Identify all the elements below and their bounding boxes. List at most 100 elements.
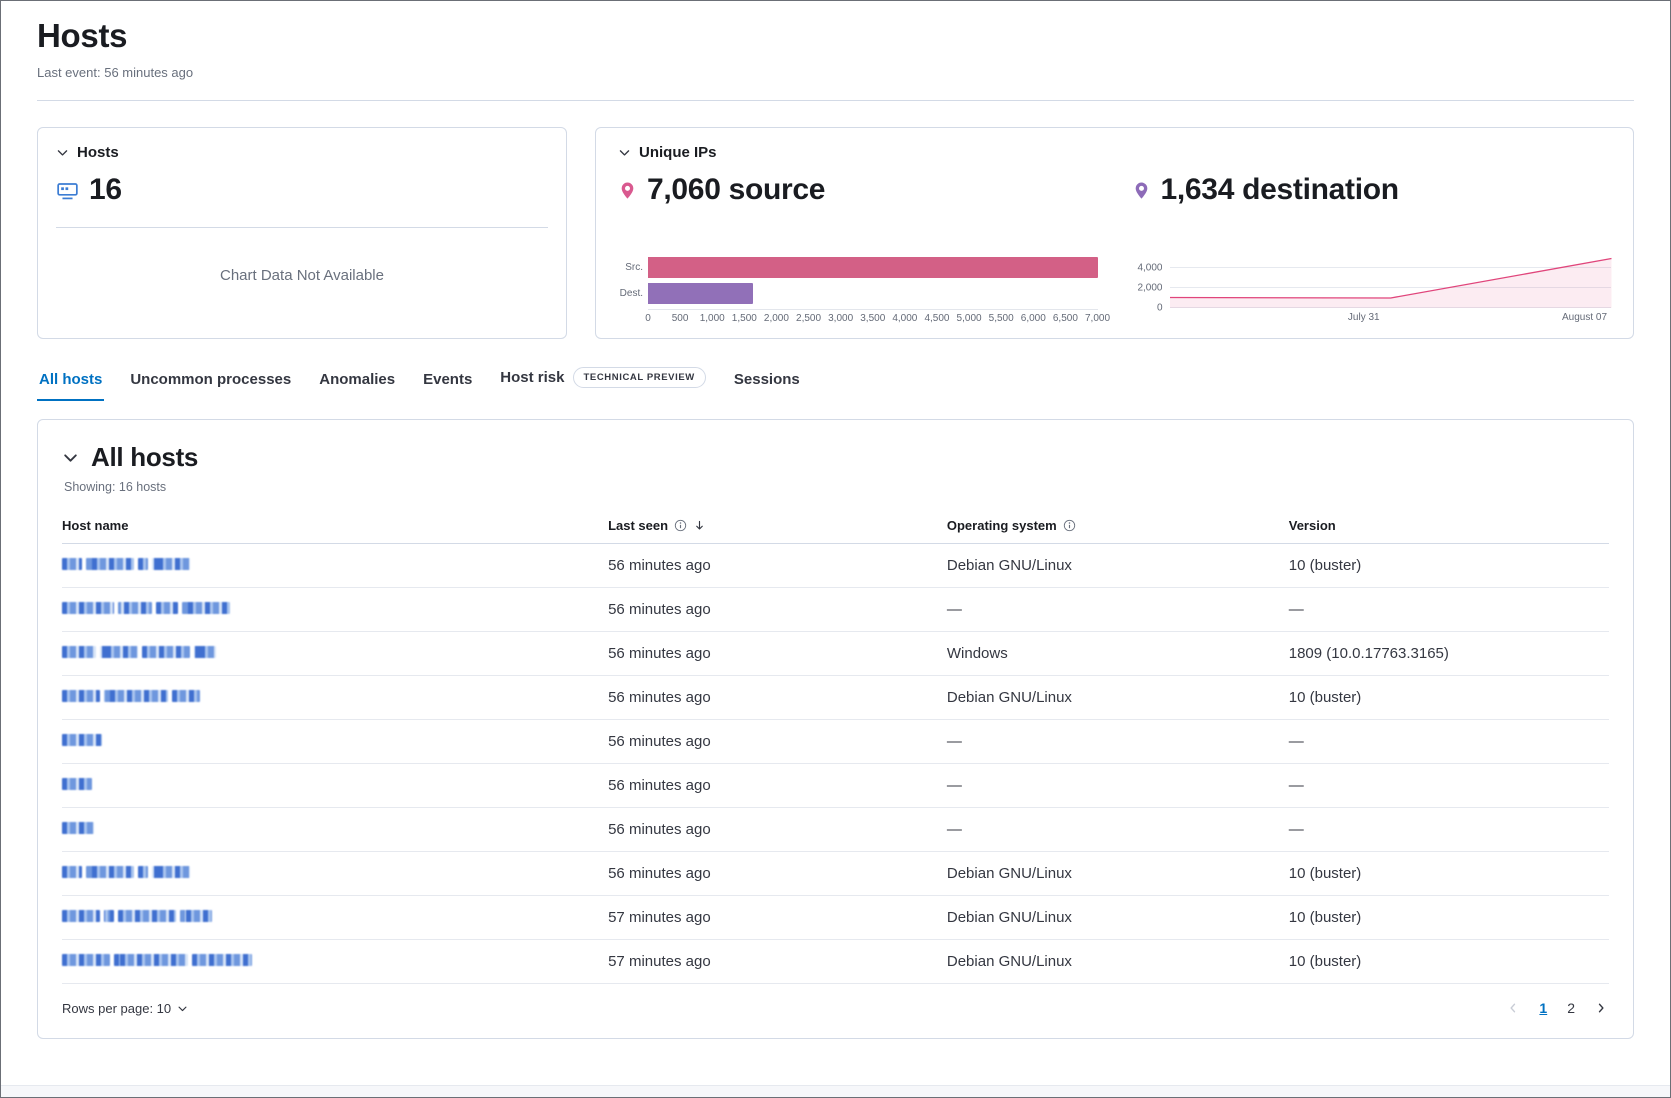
table-row: 56 minutes ago Windows 1809 (10.0.17763.31… [62,631,1609,676]
technical-preview-badge: TECHNICAL PREVIEW [572,367,706,388]
all-hosts-title: All hosts [91,442,199,472]
host-name-link-redacted[interactable] [62,822,94,834]
pagination-page-1[interactable]: 1 [1539,1000,1548,1016]
rows-per-page-button[interactable]: Rows per page: 10 [62,1001,188,1016]
os-cell: Debian GNU/Linux [946,939,1289,984]
table-row: 57 minutes ago Debian GNU/Linux 10 (buster… [62,895,1609,940]
x-tick-label: 3,000 [828,313,854,324]
pagination-page-2[interactable]: 2 [1567,1000,1575,1016]
redacted-segment [104,690,168,702]
all-hosts-collapse-chevron-icon[interactable] [62,449,79,466]
last-seen-cell: 56 minutes ago [608,807,947,852]
hosts-table: Host name Last seen Operating system Versio… [62,512,1609,984]
bar-x-axis: 0 500 1,000 1,500 2,000 2,500 3,000 3,500 4,000 4… [645,309,1110,324]
sort-desc-icon[interactable] [693,519,706,532]
chevron-down-icon [177,1003,188,1014]
last-seen-cell: 56 minutes ago [608,587,947,632]
x-tick-label: August 07 [1561,312,1608,323]
os-cell: Debian GNU/Linux [946,895,1289,940]
redacted-segment [180,910,212,922]
tab-label: Anomalies [319,371,396,388]
pagination-prev-icon[interactable] [1505,1000,1521,1016]
table-row: 56 minutes ago — — [62,763,1609,808]
line-x-axis: July 31 August 07 [1170,308,1612,324]
host-name-link-redacted[interactable] [62,734,102,746]
host-name-link-redacted[interactable] [62,690,200,702]
version-cell: — [1288,807,1609,852]
redacted-segment [152,866,190,878]
tab-label: All hosts [39,371,103,388]
info-icon[interactable] [674,519,687,532]
column-label: Operating system [946,518,1057,533]
os-cell: — [946,719,1289,764]
header-divider [37,100,1634,101]
x-tick-label: 5,000 [956,313,982,324]
redacted-segment [118,910,176,922]
x-tick-label: 5,500 [988,313,1014,324]
host-name-link-redacted[interactable] [62,778,92,790]
host-name-link-redacted[interactable] [62,954,252,966]
table-row: 56 minutes ago — — [62,807,1609,852]
destination-ips-column: 1,634 destination 4,000 2,000 0 July 31 Augu… [1132,165,1612,324]
tab-label: Sessions [733,371,800,388]
bar-src[interactable] [648,257,1098,278]
tab-uncommon-processes[interactable]: Uncommon processes [128,371,293,401]
hosts-panel-collapse-chevron-icon[interactable] [56,146,69,159]
unique-ips-panel: Unique IPs 7,060 source Src. Dest. 0 500 1,0… [595,127,1634,339]
host-name-link-redacted[interactable] [62,910,212,922]
tab-all-hosts[interactable]: All hosts [37,371,105,401]
line-y-axis: 4,000 2,000 0 [1132,258,1170,314]
bar-category-label: Src. [625,262,643,273]
version-cell: 1809 (10.0.17763.3165) [1288,631,1609,676]
tab-events[interactable]: Events [421,371,474,401]
y-tick-label: 0 [1156,302,1163,314]
redacted-segment [118,602,152,614]
tab-host-risk[interactable]: Host risk TECHNICAL PREVIEW [498,367,708,401]
column-header-host-name: Host name [62,518,608,533]
last-seen-cell: 56 minutes ago [608,851,947,896]
os-cell: Debian GNU/Linux [946,543,1289,588]
line-series [1170,258,1612,308]
redacted-segment [138,558,148,570]
x-tick-label: 7,000 [1084,313,1111,324]
host-name-link-redacted[interactable] [62,866,190,878]
hosts-tabs: All hosts Uncommon processes Anomalies Even… [37,367,1634,401]
pagination-next-icon[interactable] [1593,1000,1609,1016]
x-tick-label: 6,500 [1052,313,1078,324]
host-name-link-redacted[interactable] [62,558,190,570]
os-cell: — [946,587,1289,632]
tab-sessions[interactable]: Sessions [732,371,802,401]
hosts-kpi-panel: Hosts 16 Chart Data Not Available [37,127,567,339]
source-ips-count: 7,060 source [647,173,826,206]
rows-per-page-label: Rows per page: 10 [62,1000,172,1016]
os-cell: — [946,807,1289,852]
info-icon[interactable] [1063,519,1076,532]
table-row: 56 minutes ago — — [62,587,1609,632]
column-header-operating-system[interactable]: Operating system [947,518,1289,533]
redacted-segment [62,866,82,878]
unique-ips-bar-chart: Src. Dest. 0 500 1,000 1,500 2,000 2,500 3,000 3,… [618,257,1110,324]
host-name-link-redacted[interactable] [62,602,230,614]
x-tick-label: 2,500 [796,313,822,324]
hosts-count: 16 [89,173,122,206]
x-tick-label: 4,000 [892,313,918,324]
table-row: 56 minutes ago — — [62,719,1609,764]
redacted-segment [62,822,94,834]
version-cell: — [1288,587,1609,632]
unique-ips-collapse-chevron-icon[interactable] [618,146,631,159]
last-seen-cell: 56 minutes ago [608,675,947,720]
line-chart-main: 4,000 2,000 0 [1132,258,1612,314]
redacted-segment [62,602,114,614]
destination-ips-count: 1,634 destination [1160,173,1400,206]
host-name-link-redacted[interactable] [62,646,216,658]
column-label: Version [1288,518,1336,533]
os-cell: — [946,763,1289,808]
tab-anomalies[interactable]: Anomalies [317,371,397,401]
redacted-segment [156,602,178,614]
gridline [1169,307,1611,308]
version-cell: 10 (buster) [1288,675,1609,720]
bar-dest[interactable] [648,283,753,304]
column-header-last-seen[interactable]: Last seen [608,518,947,533]
redacted-segment [62,558,82,570]
showing-count: Showing: 16 hosts [64,480,167,494]
